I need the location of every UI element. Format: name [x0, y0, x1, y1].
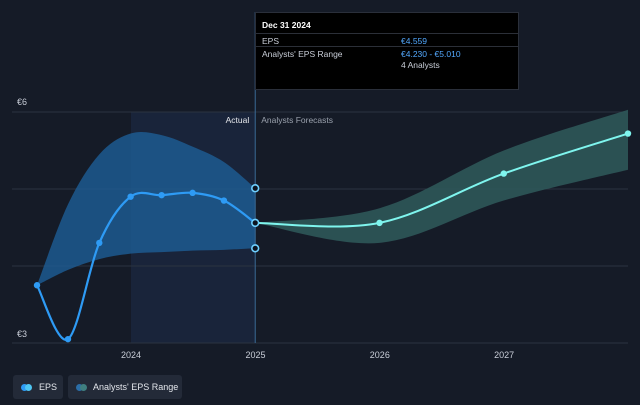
legend-eps-label: EPS: [39, 382, 58, 392]
data-points: [33, 130, 632, 343]
eps-dot-icon: [21, 384, 28, 391]
tooltip-eps-value: €4.559: [401, 36, 427, 46]
forecast-point: [376, 219, 383, 227]
eps-point: [127, 193, 134, 200]
y-axis-label-bottom: €3: [17, 329, 27, 339]
tooltip-range-label: Analysts' EPS Range: [262, 49, 343, 59]
tooltip-row-eps: EPS €4.559: [256, 33, 518, 48]
tooltip-date: Dec 31 2024: [262, 20, 311, 30]
tooltip-analysts-count: 4 Analysts: [401, 60, 440, 70]
x-tick-label: 2027: [494, 350, 514, 360]
tooltip-eps-label: EPS: [262, 36, 280, 46]
tooltip-marker: [251, 244, 260, 253]
eps-range-forecast-area: [255, 109, 628, 244]
range-dot-icon-overlap: [80, 384, 87, 391]
x-tick-label: 2025: [246, 350, 266, 360]
range-dot-icon: [76, 384, 83, 391]
tooltip-range-value: €4.230 - €5.010: [401, 49, 461, 59]
actual-section-label: Actual: [226, 115, 250, 125]
eps-point: [33, 282, 41, 289]
x-axis-ticks: 2024 2025 2026 2027: [121, 350, 514, 360]
legend-range-label: Analysts' EPS Range: [93, 382, 179, 392]
eps-point: [64, 335, 72, 343]
forecast-point: [624, 130, 632, 137]
legend-eps-button[interactable]: EPS: [13, 375, 63, 399]
forecast-eps-line: [255, 132, 629, 228]
eps-point: [158, 191, 165, 199]
eps-range-actual-area: [37, 132, 256, 286]
tooltip-marker: [251, 218, 260, 228]
eps-dot-icon-overlap: [25, 384, 32, 391]
x-tick-label: 2026: [370, 350, 390, 360]
eps-point: [96, 239, 103, 247]
x-tick-label: 2024: [121, 350, 141, 360]
tooltip-marker: [251, 184, 260, 193]
eps-point: [189, 189, 196, 197]
legend-range-button[interactable]: Analysts' EPS Range: [68, 375, 182, 399]
tooltip-row-range: Analysts' EPS Range €4.230 - €5.010: [256, 46, 518, 61]
eps-point: [220, 197, 228, 204]
forecast-point: [500, 170, 507, 177]
tooltip: Dec 31 2024 EPS €4.559 Analysts' EPS Ran…: [255, 12, 519, 90]
y-axis-label-top: €6: [17, 97, 27, 107]
forecast-section-label: Analysts Forecasts: [261, 115, 333, 125]
